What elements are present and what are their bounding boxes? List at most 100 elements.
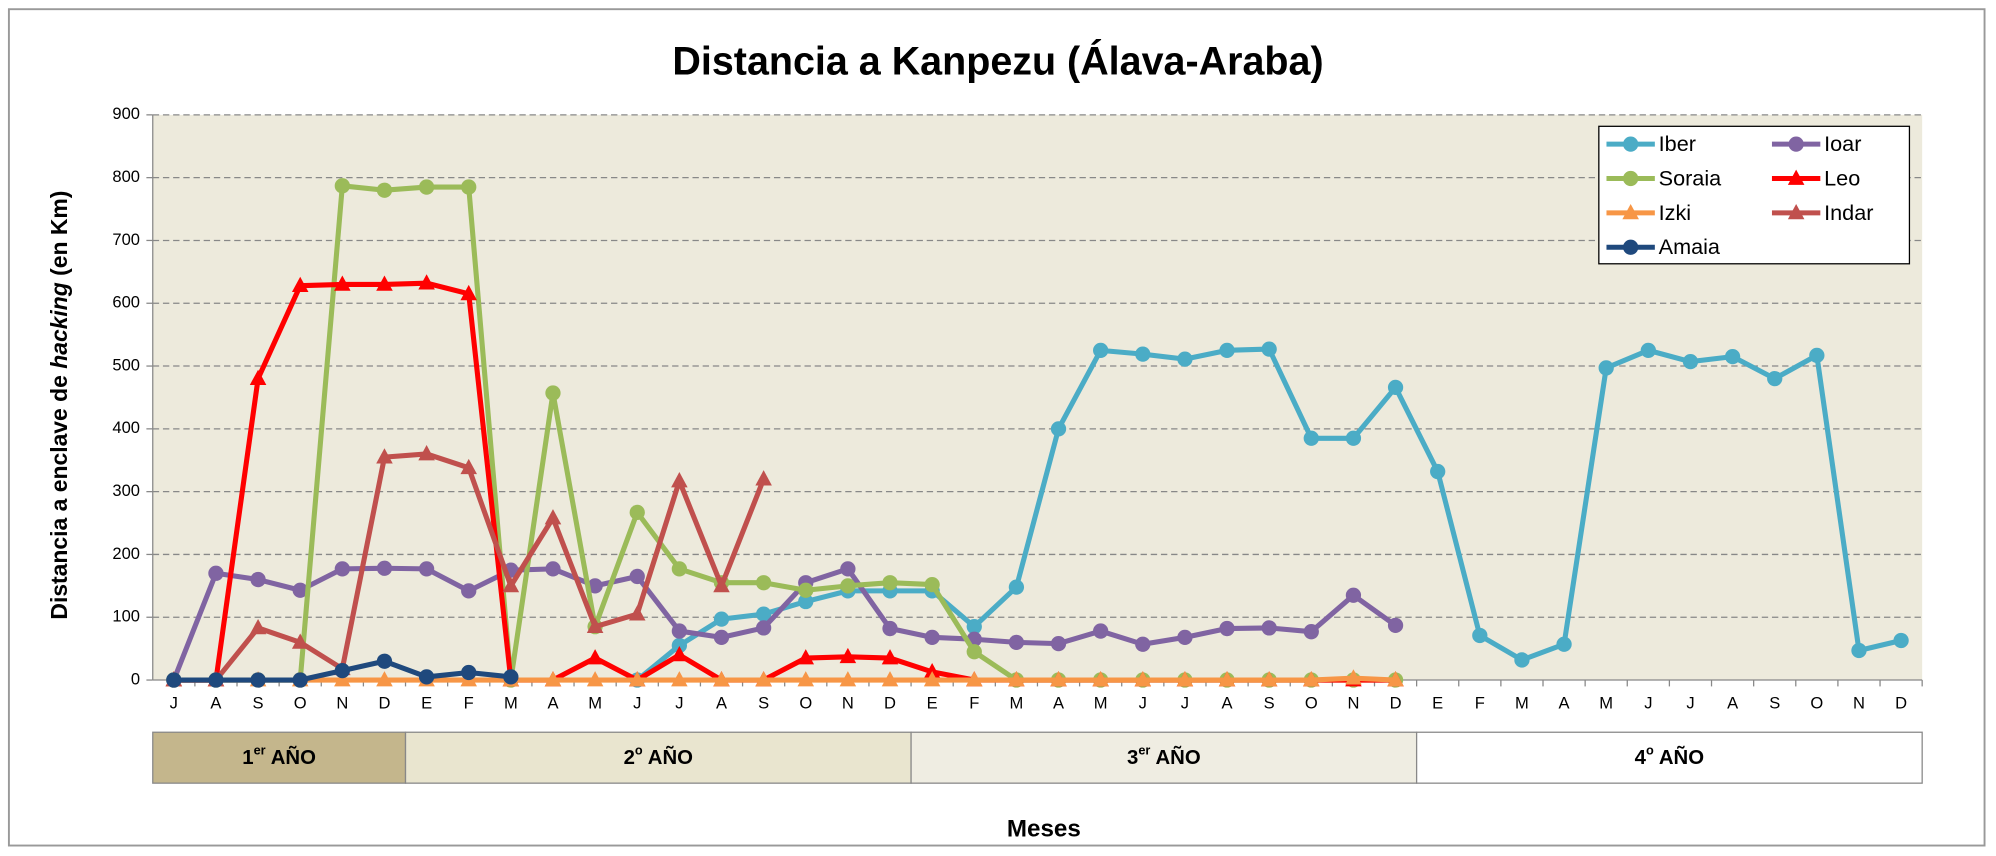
y-tick-label: 800 [112, 167, 140, 186]
x-tick-label: F [464, 694, 474, 713]
x-tick-label: M [588, 694, 602, 713]
point [334, 178, 350, 194]
x-tick-label: O [799, 694, 812, 713]
x-tick-label: E [927, 694, 938, 713]
legend-label: Indar [1824, 200, 1873, 225]
x-tick-label: N [842, 694, 854, 713]
point [629, 568, 645, 585]
point [208, 672, 224, 688]
point [376, 671, 393, 687]
point [291, 633, 309, 649]
x-tick-label: F [969, 694, 979, 713]
x-axis-title: Meses [1007, 816, 1081, 843]
point [755, 606, 772, 622]
year-suffix: er [1138, 743, 1150, 758]
point [1261, 341, 1277, 357]
point [671, 671, 688, 687]
point [1218, 671, 1236, 687]
point [1724, 348, 1741, 365]
point [966, 644, 982, 660]
point [545, 561, 561, 577]
point [1345, 669, 1362, 685]
x-tick-label: S [1769, 694, 1780, 713]
point [1177, 629, 1193, 645]
point [250, 672, 266, 688]
x-tick-label: N [336, 694, 348, 713]
point [1050, 671, 1067, 687]
legend-label: Leo [1824, 165, 1860, 190]
x-tick-label: M [1515, 694, 1529, 713]
year-number: 2 [624, 747, 635, 769]
legend-label: Iber [1659, 131, 1696, 156]
point [503, 669, 519, 685]
x-tick-label: N [1347, 694, 1359, 713]
y-tick-label: 600 [112, 293, 140, 312]
x-tick-label: D [1390, 694, 1402, 713]
point [376, 182, 393, 198]
year-band [404, 731, 912, 784]
point [1893, 632, 1909, 649]
x-tick-label: E [421, 694, 432, 713]
point [1303, 430, 1319, 446]
point [545, 385, 561, 401]
point [798, 582, 814, 598]
x-tick-label: A [1559, 694, 1570, 713]
point [461, 179, 477, 195]
point [629, 504, 645, 521]
point [1093, 623, 1109, 639]
year-word: AÑO [271, 746, 316, 769]
point [1851, 642, 1867, 659]
x-tick-label: D [884, 694, 896, 713]
point [671, 561, 688, 577]
point [1345, 587, 1362, 603]
point [1809, 347, 1825, 364]
x-tick-label: D [378, 694, 390, 713]
point [586, 671, 604, 687]
point [1008, 671, 1025, 687]
point [1622, 203, 1639, 220]
point [1219, 620, 1235, 637]
x-tick-label: J [1686, 694, 1694, 713]
x-tick-label: J [170, 694, 178, 713]
point [461, 583, 477, 599]
legend-box [1598, 125, 1911, 265]
point [1134, 671, 1152, 687]
x-tick-label: A [716, 694, 727, 713]
year-label: 2o AÑO [624, 743, 693, 770]
point [840, 578, 856, 594]
point [924, 576, 940, 593]
point [586, 617, 604, 634]
point [713, 629, 730, 645]
x-tick-label: O [1810, 694, 1823, 713]
x-tick-label: J [633, 694, 641, 713]
x-tick-label: S [253, 694, 264, 713]
point [1514, 652, 1530, 668]
point [1623, 239, 1639, 255]
point [334, 561, 350, 577]
point [1219, 342, 1235, 358]
y-tick-label: 100 [112, 607, 140, 626]
y-tick-label: 700 [112, 230, 140, 249]
point [671, 637, 688, 654]
point [1303, 671, 1320, 687]
point [418, 561, 435, 577]
point [418, 179, 435, 195]
x-tick-label: M [1094, 694, 1108, 713]
x-tick-label: S [1264, 694, 1275, 713]
point [923, 671, 941, 687]
year-word: AÑO [648, 746, 693, 769]
x-tick-label: O [1305, 694, 1318, 713]
point [965, 671, 983, 687]
point [1472, 627, 1488, 644]
x-tick-label: F [1475, 694, 1485, 713]
point [923, 662, 941, 679]
x-tick-label: O [294, 694, 307, 713]
legend-label: Amaia [1659, 234, 1721, 259]
y-axis-title: Distancia a enclave de hacking (en Km) [46, 191, 72, 620]
point [797, 649, 815, 665]
point [1177, 351, 1193, 367]
y-tick-label: 300 [112, 481, 140, 500]
point [460, 458, 477, 475]
point [1788, 136, 1804, 152]
point [1387, 379, 1404, 396]
